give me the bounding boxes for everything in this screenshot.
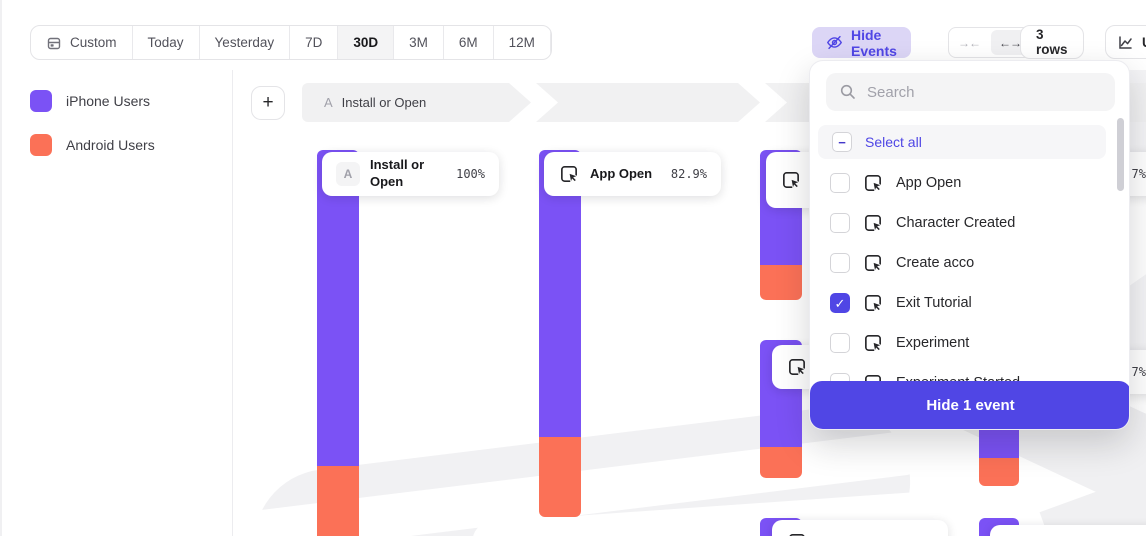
funnel-bar-android[interactable]	[760, 447, 802, 478]
search-input[interactable]	[867, 83, 1102, 101]
search-icon	[839, 83, 857, 101]
date-range-option[interactable]: Yesterday	[200, 26, 291, 59]
event-label: Character Created	[896, 215, 1016, 231]
date-range-option[interactable]: 12M	[494, 26, 551, 59]
date-range-option[interactable]: Today	[133, 26, 200, 59]
event-list-item[interactable]: ✓ Exit Tutorial	[810, 283, 1129, 323]
legend-color-swatch	[30, 134, 52, 156]
date-range-option[interactable]: 3M	[394, 26, 444, 59]
step-card-install-or-open[interactable]: A Install or Open 100%	[322, 152, 499, 196]
date-range-label: 3M	[409, 35, 428, 50]
event-label: Exit Tutorial	[896, 295, 972, 311]
event-icon	[862, 172, 884, 194]
check-icon: ✓	[834, 295, 846, 311]
event-checkbox[interactable]: ✓	[830, 173, 850, 193]
step-header-segment-2[interactable]	[536, 83, 760, 122]
date-range-option[interactable]: 6M	[444, 26, 494, 59]
event-list-item[interactable]: ✓ Experiment	[810, 323, 1129, 363]
event-list: ✓ App Open ✓ Character Created ✓ Create	[810, 163, 1129, 403]
event-checkbox[interactable]: ✓	[830, 293, 850, 313]
indeterminate-icon: −	[838, 134, 846, 150]
date-range-label: Yesterday	[214, 35, 275, 50]
legend-item[interactable]: iPhone Users	[30, 90, 232, 112]
date-range-label: 7D	[305, 35, 323, 50]
eye-off-icon	[826, 34, 843, 51]
step-name: Install or Open	[341, 95, 427, 110]
event-label: Experiment	[896, 335, 970, 351]
add-step-button[interactable]: +	[251, 86, 285, 120]
date-range-segmented-control: Custom Today Yesterday 7D	[30, 25, 552, 60]
date-range-option[interactable]: Custom	[31, 26, 133, 59]
step-card-value: 100%	[456, 167, 485, 181]
funnel-bar-android[interactable]	[317, 466, 359, 536]
funnel-bar-android[interactable]	[539, 437, 581, 517]
event-icon	[862, 292, 884, 314]
event-icon	[558, 163, 580, 185]
line-chart-icon	[1117, 34, 1134, 51]
event-checkbox[interactable]: ✓	[830, 333, 850, 353]
legend-panel: iPhone Users Android Users	[2, 70, 233, 536]
hide-selected-events-button[interactable]: Hide 1 event	[810, 381, 1129, 429]
event-icon	[862, 252, 884, 274]
step-card-title: App Open	[590, 165, 653, 181]
hide-events-dropdown: − Select all ✓ App Open ✓ Character Crea…	[809, 60, 1130, 430]
funnel-bar-android[interactable]	[760, 265, 802, 300]
step-header-label: A Install or Open	[302, 83, 531, 122]
event-label: App Open	[896, 175, 962, 191]
event-icon	[780, 169, 802, 191]
funnel-bar-iphone[interactable]	[317, 150, 359, 466]
legend-color-swatch	[30, 90, 52, 112]
hide-events-label: Hide Events	[851, 26, 897, 59]
calendar-icon	[46, 35, 62, 51]
step-card-value: 82.9%	[670, 167, 707, 181]
select-all-checkbox[interactable]: −	[832, 132, 852, 152]
event-list-item[interactable]: ✓ Create acco	[810, 243, 1129, 283]
legend-label: Android Users	[66, 137, 155, 153]
event-list-item[interactable]: ✓ App Open	[810, 163, 1129, 203]
event-label: Create acco	[896, 255, 975, 271]
dropdown-scrollbar-thumb[interactable]	[1117, 118, 1124, 191]
date-range-label: Today	[147, 35, 184, 50]
top-toolbar: Custom Today Yesterday 7D	[2, 0, 1146, 70]
step-card-title: Install or Open	[370, 157, 425, 189]
legend-label: iPhone Users	[66, 93, 151, 109]
select-all-label: Select all	[865, 134, 922, 150]
event-icon	[862, 212, 884, 234]
view-mode-label: U	[1142, 35, 1146, 50]
step-letter-badge: A	[336, 162, 360, 186]
collapse-columns-button[interactable]: →←	[958, 35, 981, 50]
date-range-option[interactable]: 30D	[338, 26, 395, 59]
event-checkbox[interactable]: ✓	[830, 213, 850, 233]
step-card-app-open[interactable]: App Open 82.9%	[544, 152, 721, 196]
event-search-field[interactable]	[826, 73, 1115, 111]
legend-item[interactable]: Android Users	[30, 134, 232, 156]
step-card-partial[interactable]	[990, 525, 1146, 536]
step-header-segment-1[interactable]: A Install or Open	[302, 83, 531, 122]
event-icon	[786, 531, 808, 536]
funnel-bar-iphone[interactable]	[539, 150, 581, 437]
date-range-label: Custom	[70, 35, 117, 50]
date-range-option[interactable]: 7D	[290, 26, 339, 59]
step-card-partial[interactable]	[772, 520, 948, 536]
rows-count-button[interactable]: 3 rows	[1020, 25, 1084, 59]
select-all-row[interactable]: − Select all	[818, 125, 1106, 159]
event-icon	[786, 356, 808, 378]
background-ribbon	[1039, 423, 1146, 536]
date-range-label: 30D	[353, 35, 379, 50]
hide-events-button[interactable]: Hide Events	[812, 26, 911, 59]
view-mode-button[interactable]: U	[1105, 25, 1146, 59]
date-range-label: 6M	[458, 35, 478, 50]
funnel-bar-android[interactable]	[979, 458, 1019, 486]
step-letter: A	[324, 95, 333, 110]
event-checkbox[interactable]: ✓	[830, 253, 850, 273]
event-icon	[862, 332, 884, 354]
date-range-label: 12M	[508, 35, 535, 50]
event-list-item[interactable]: ✓ Character Created	[810, 203, 1129, 243]
